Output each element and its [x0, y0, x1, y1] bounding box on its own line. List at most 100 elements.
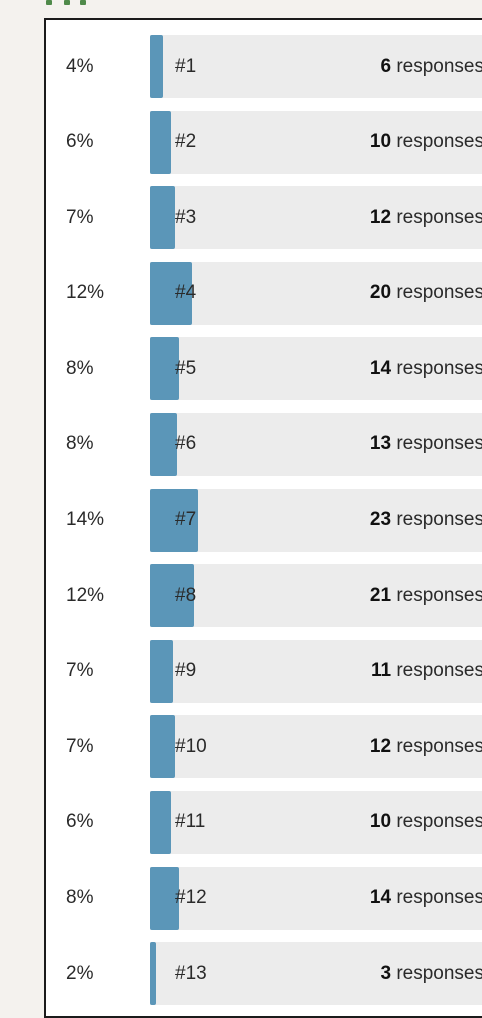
row-count: 3 responses: [380, 963, 482, 985]
row-count: 13 responses: [370, 433, 482, 455]
response-unit-label: responses: [396, 357, 482, 379]
row-count: 11 responses: [371, 660, 482, 682]
row-count: 6 responses: [380, 56, 482, 78]
response-unit-label: responses: [396, 433, 482, 455]
bar-track: [150, 639, 482, 703]
response-count-value: 23: [369, 509, 392, 531]
row-percent: 12%: [66, 282, 105, 304]
result-row: 6% #11 10 responses: [46, 790, 482, 854]
bar-track: [150, 337, 482, 401]
row-percent: 8%: [66, 433, 94, 455]
response-unit-label: responses: [396, 811, 482, 833]
bar-fill: [150, 186, 176, 250]
row-percent: 8%: [66, 887, 94, 909]
response-unit-label: responses: [396, 735, 482, 757]
decoration-mark: [64, 0, 70, 5]
row-count: 14 responses: [370, 887, 482, 909]
row-label: #1: [175, 55, 197, 77]
result-row: 14% #7 23 responses: [46, 488, 482, 552]
row-count: 20 responses: [370, 282, 482, 304]
bar-fill: [150, 715, 176, 779]
result-row: 6% #2 10 responses: [46, 110, 482, 174]
bar-fill: [150, 942, 157, 1006]
response-unit-label: responses: [396, 584, 482, 606]
response-count-value: 6: [380, 55, 392, 77]
row-label: #11: [175, 811, 206, 833]
bar-fill: [150, 110, 171, 174]
response-unit-label: responses: [396, 887, 482, 909]
top-decoration: [44, 0, 124, 6]
response-unit-label: responses: [396, 55, 482, 77]
bar-fill: [150, 790, 171, 854]
bar-fill: [150, 866, 180, 930]
bar-track: [150, 412, 482, 476]
row-count: 10 responses: [370, 131, 482, 153]
bar-track: [150, 790, 482, 854]
response-count-value: 10: [369, 131, 392, 153]
response-count-value: 11: [370, 660, 392, 682]
result-row: 12% #4 20 responses: [46, 261, 482, 325]
row-label: #7: [175, 509, 197, 531]
row-percent: 2%: [66, 962, 94, 984]
bar-track: [150, 261, 482, 325]
decoration-mark: [80, 0, 86, 5]
bar-track: [150, 110, 482, 174]
row-count: 10 responses: [370, 811, 482, 833]
response-count-value: 12: [369, 735, 392, 757]
response-count-value: 10: [369, 811, 392, 833]
row-label: #3: [175, 206, 197, 228]
bar-fill: [150, 488, 198, 552]
result-row: 8% #6 13 responses: [46, 412, 482, 476]
row-label: #2: [175, 131, 197, 153]
row-percent: 12%: [66, 584, 105, 606]
response-unit-label: responses: [396, 131, 482, 153]
row-count: 21 responses: [370, 585, 482, 607]
result-row: 8% #5 14 responses: [46, 337, 482, 401]
results-panel: 4% #1 6 responses 6% #2 10 responses 7% #3 12 re…: [44, 18, 482, 1018]
response-count-value: 12: [369, 206, 392, 228]
row-percent: 6%: [66, 811, 94, 833]
response-count-value: 21: [369, 584, 392, 606]
bar-track: [150, 942, 482, 1006]
row-label: #9: [175, 660, 197, 682]
result-row: 4% #1 6 responses: [46, 35, 482, 98]
response-count-value: 14: [369, 887, 392, 909]
response-unit-label: responses: [396, 962, 482, 984]
response-unit-label: responses: [396, 509, 482, 531]
result-row: 8% #12 14 responses: [46, 866, 482, 930]
row-label: #6: [175, 433, 197, 455]
response-unit-label: responses: [396, 206, 482, 228]
response-count-value: 14: [369, 357, 392, 379]
row-percent: 6%: [66, 131, 94, 153]
result-row: 7% #10 12 responses: [46, 715, 482, 779]
decoration-mark: [46, 0, 52, 5]
bar-fill: [150, 35, 163, 98]
bar-fill: [150, 639, 173, 703]
row-label: #8: [175, 584, 197, 606]
row-count: 23 responses: [370, 509, 482, 531]
bar-fill: [150, 337, 180, 401]
row-percent: 14%: [66, 509, 105, 531]
row-count: 12 responses: [370, 207, 482, 229]
bar-track: [150, 186, 482, 250]
response-count-value: 13: [369, 433, 392, 455]
row-label: #13: [175, 962, 207, 984]
row-label: #5: [175, 357, 197, 379]
bar-track: [150, 35, 482, 98]
bar-track: [150, 564, 482, 628]
row-count: 14 responses: [370, 358, 482, 380]
row-percent: 7%: [66, 735, 94, 757]
row-label: #12: [175, 887, 207, 909]
result-row: 7% #3 12 responses: [46, 186, 482, 250]
response-count-value: 3: [380, 962, 392, 984]
row-percent: 8%: [66, 357, 94, 379]
bar-track: [150, 715, 482, 779]
results-list: 4% #1 6 responses 6% #2 10 responses 7% #3 12 re…: [46, 35, 482, 1018]
response-unit-label: responses: [396, 282, 482, 304]
response-count-value: 20: [369, 282, 392, 304]
row-percent: 4%: [66, 55, 94, 77]
bar-fill: [150, 564, 194, 628]
row-label: #10: [175, 735, 207, 757]
row-percent: 7%: [66, 206, 94, 228]
bar-fill: [150, 261, 192, 325]
